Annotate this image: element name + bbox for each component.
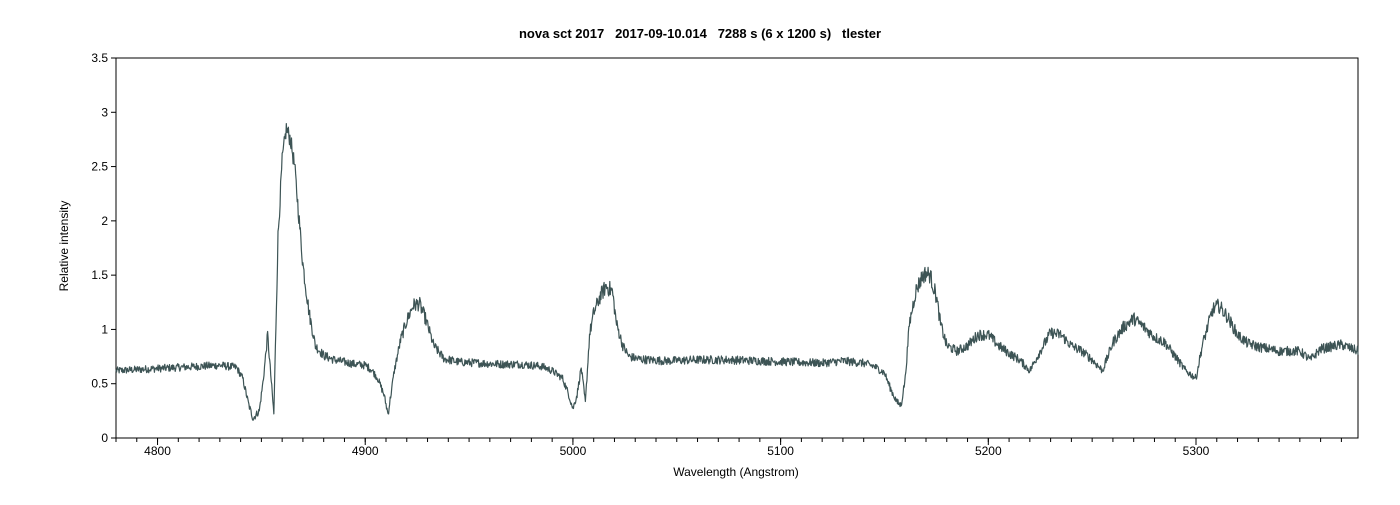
y-tick-label: 2.5 — [91, 160, 108, 174]
x-tick-label: 5200 — [975, 444, 1002, 458]
plot-area-frame — [115, 57, 1359, 439]
x-tick-label: 4800 — [144, 444, 171, 458]
x-tick-label: 5100 — [767, 444, 794, 458]
x-tick-label: 5000 — [560, 444, 587, 458]
y-axis-label: Relative intensity — [57, 201, 71, 292]
y-tick-label: 2 — [101, 214, 108, 228]
y-tick-label: 1 — [101, 322, 108, 336]
x-axis-label: Wavelength (Angstrom) — [673, 465, 799, 479]
y-tick-label: 0.5 — [91, 377, 108, 391]
y-tick-label: 3.5 — [91, 51, 108, 65]
spectrum-series-line — [115, 123, 1359, 421]
x-tick-label: 4900 — [352, 444, 379, 458]
y-tick-label: 3 — [101, 105, 108, 119]
x-tick-label: 5300 — [1183, 444, 1210, 458]
chart-title: nova sct 2017 2017-09-10.014 7288 s (6 x… — [519, 26, 881, 41]
y-tick-label: 0 — [101, 431, 108, 445]
y-tick-label: 1.5 — [91, 268, 108, 282]
